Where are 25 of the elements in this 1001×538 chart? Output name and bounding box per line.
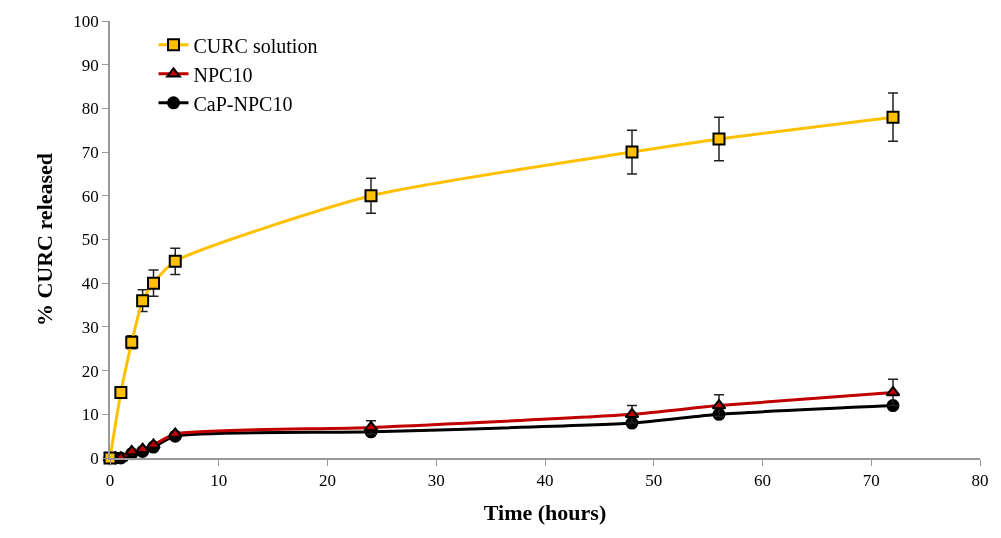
x-tick-label: 40: [536, 471, 554, 491]
y-tick-label: 20: [81, 361, 99, 381]
y-tick-label: 100: [73, 11, 99, 31]
x-tick-label: 10: [210, 471, 228, 491]
y-tick-label: 70: [81, 143, 99, 163]
y-tick-label: 80: [81, 99, 99, 119]
x-tick-label: 30: [427, 471, 445, 491]
x-tick-label: 0: [105, 471, 115, 491]
x-tick-label: 70: [862, 471, 880, 491]
y-tick-label: 10: [81, 405, 99, 425]
x-tick-label: 20: [319, 471, 336, 491]
y-tick-label: 30: [81, 317, 99, 337]
x-axis-title: Time (hours): [483, 499, 607, 525]
y-tick-label: 90: [81, 55, 99, 75]
legend-label: CaP-NPC10: [193, 92, 293, 115]
y-tick-label: 50: [81, 230, 99, 250]
y-tick-label: 0: [90, 448, 99, 468]
y-tick-label: 60: [81, 186, 99, 206]
x-tick-label: 80: [971, 471, 989, 491]
legend-label: NPC10: [193, 63, 253, 86]
y-axis-title: % CURC released: [31, 152, 57, 327]
y-tick-label: 40: [81, 274, 99, 294]
x-tick-label: 50: [645, 471, 663, 491]
x-tick-label: 60: [754, 471, 771, 491]
legend-label: CURC solution: [193, 34, 318, 57]
